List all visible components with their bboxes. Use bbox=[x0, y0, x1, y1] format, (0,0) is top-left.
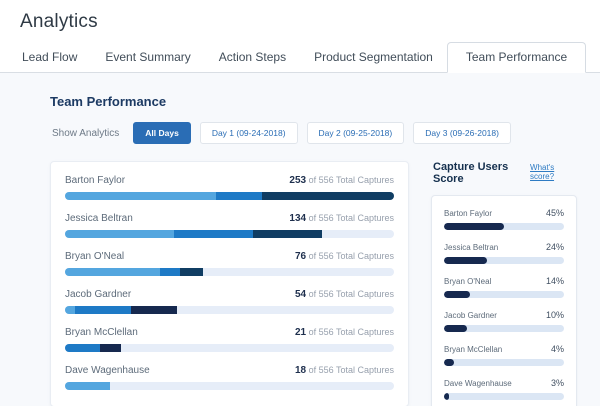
capture-bar-segment bbox=[216, 192, 263, 200]
capture-bar-segment bbox=[65, 344, 100, 352]
capture-progress-bar bbox=[65, 344, 394, 352]
page-title: Analytics bbox=[20, 11, 98, 32]
capture-count-label: 76 of 556 Total Captures bbox=[294, 251, 394, 262]
filter-day2-button[interactable]: Day 2 (09-25-2018) bbox=[306, 122, 405, 144]
capture-progress-bar bbox=[65, 306, 394, 314]
score-user-name: Bryan O'Neal bbox=[444, 277, 492, 286]
capture-row: Jacob Gardner 54 of 556 Total Captures bbox=[65, 289, 394, 314]
capture-row: Bryan McClellan 21 of 556 Total Captures bbox=[65, 327, 394, 352]
capture-user-name: Bryan O'Neal bbox=[65, 251, 125, 262]
capture-bar-segment bbox=[65, 306, 75, 314]
score-row: Jacob Gardner 10% bbox=[444, 310, 564, 332]
show-analytics-label: Show Analytics bbox=[52, 127, 120, 139]
capture-bar-segment bbox=[160, 268, 181, 276]
capture-progress-bar bbox=[65, 382, 394, 390]
capture-progress-bar bbox=[65, 230, 394, 238]
capture-user-name: Jacob Gardner bbox=[65, 289, 132, 300]
capture-user-name: Jessica Beltran bbox=[65, 213, 133, 224]
capture-bar-segment bbox=[74, 306, 131, 314]
whats-score-link[interactable]: What's score? bbox=[530, 163, 555, 181]
capture-count-label: 134 of 556 Total Captures bbox=[289, 213, 394, 224]
score-row: Barton Faylor 45% bbox=[444, 208, 564, 230]
score-row: Dave Wagenhause 3% bbox=[444, 378, 564, 400]
capture-bar-segment bbox=[65, 230, 174, 238]
content-area: Team Performance Show Analytics All Days… bbox=[0, 73, 600, 406]
tab-product-segmentation[interactable]: Product Segmentation bbox=[314, 50, 433, 64]
score-user-name: Dave Wagenhause bbox=[444, 379, 512, 388]
capture-bar-segment bbox=[252, 230, 322, 238]
tab-event-summary[interactable]: Event Summary bbox=[105, 50, 191, 64]
score-row: Jessica Beltran 24% bbox=[444, 242, 564, 264]
score-panel: Capture Users Score What's score? Barton… bbox=[431, 161, 577, 406]
score-user-name: Jacob Gardner bbox=[444, 311, 497, 320]
score-progress-fill bbox=[444, 291, 471, 298]
score-percent-label: 14% bbox=[545, 276, 564, 286]
score-user-name: Barton Faylor bbox=[444, 209, 493, 218]
score-progress-fill bbox=[444, 223, 504, 230]
capture-row: Jessica Beltran 134 of 556 Total Capture… bbox=[65, 213, 394, 238]
capture-bar-segment bbox=[99, 344, 121, 352]
filter-row: Show Analytics All Days Day 1 (09-24-201… bbox=[52, 122, 600, 144]
section-heading: Team Performance bbox=[50, 94, 167, 109]
captures-card: Barton Faylor 253 of 556 Total Captures … bbox=[50, 161, 409, 406]
capture-user-name: Barton Faylor bbox=[65, 175, 126, 186]
capture-bar-segment bbox=[262, 192, 394, 200]
capture-row: Barton Faylor 253 of 556 Total Captures bbox=[65, 175, 394, 200]
filter-day3-button[interactable]: Day 3 (09-26-2018) bbox=[413, 122, 511, 144]
score-progress-bar bbox=[444, 359, 564, 366]
score-progress-fill bbox=[444, 359, 454, 366]
score-percent-label: 3% bbox=[550, 378, 564, 388]
tab-team-performance[interactable]: Team Performance bbox=[446, 42, 587, 73]
score-progress-bar bbox=[444, 223, 564, 230]
page-header: Analytics bbox=[0, 0, 600, 33]
tab-lead-flow[interactable]: Lead Flow bbox=[22, 50, 78, 64]
capture-bar-segment bbox=[65, 382, 110, 390]
capture-count-label: 21 of 556 Total Captures bbox=[294, 327, 394, 338]
score-user-name: Jessica Beltran bbox=[444, 243, 499, 252]
capture-count-label: 253 of 556 Total Captures bbox=[289, 175, 394, 186]
tab-action-steps[interactable]: Action Steps bbox=[218, 50, 287, 64]
capture-bar-segment bbox=[173, 230, 253, 238]
cards-row: Barton Faylor 253 of 556 Total Captures … bbox=[50, 161, 580, 406]
capture-bar-segment bbox=[130, 306, 177, 314]
score-percent-label: 10% bbox=[545, 310, 564, 320]
score-panel-header: Capture Users Score What's score? bbox=[431, 161, 577, 185]
capture-count-label: 18 of 556 Total Captures bbox=[294, 365, 394, 376]
capture-row: Dave Wagenhause 18 of 556 Total Captures bbox=[65, 365, 394, 390]
score-progress-fill bbox=[444, 257, 488, 264]
capture-bar-segment bbox=[65, 268, 161, 276]
capture-bar-segment bbox=[65, 192, 217, 200]
filter-all-days-button[interactable]: All Days bbox=[133, 122, 191, 144]
capture-row: Bryan O'Neal 76 of 556 Total Captures bbox=[65, 251, 394, 276]
score-progress-fill bbox=[444, 393, 449, 400]
capture-count-label: 54 of 556 Total Captures bbox=[294, 289, 394, 300]
score-progress-bar bbox=[444, 325, 564, 332]
score-percent-label: 4% bbox=[550, 344, 564, 354]
filter-day1-button[interactable]: Day 1 (09-24-2018) bbox=[199, 122, 298, 144]
score-user-name: Bryan McClellan bbox=[444, 345, 503, 354]
capture-progress-bar bbox=[65, 192, 394, 200]
score-panel-title: Capture Users Score bbox=[433, 161, 509, 185]
capture-progress-bar bbox=[65, 268, 394, 276]
tab-bar: Lead Flow Event Summary Action Steps Pro… bbox=[0, 42, 600, 73]
capture-bar-segment bbox=[180, 268, 204, 276]
score-progress-bar bbox=[444, 291, 564, 298]
score-progress-bar bbox=[444, 393, 564, 400]
score-row: Bryan McClellan 4% bbox=[444, 344, 564, 366]
score-percent-label: 24% bbox=[545, 242, 564, 252]
score-row: Bryan O'Neal 14% bbox=[444, 276, 564, 298]
capture-user-name: Bryan McClellan bbox=[65, 327, 138, 338]
capture-user-name: Dave Wagenhause bbox=[65, 365, 150, 376]
score-progress-fill bbox=[444, 325, 467, 332]
score-percent-label: 45% bbox=[545, 208, 564, 218]
score-progress-bar bbox=[444, 257, 564, 264]
score-card: Barton Faylor 45% Jessica Beltran 24% Br… bbox=[431, 195, 577, 406]
